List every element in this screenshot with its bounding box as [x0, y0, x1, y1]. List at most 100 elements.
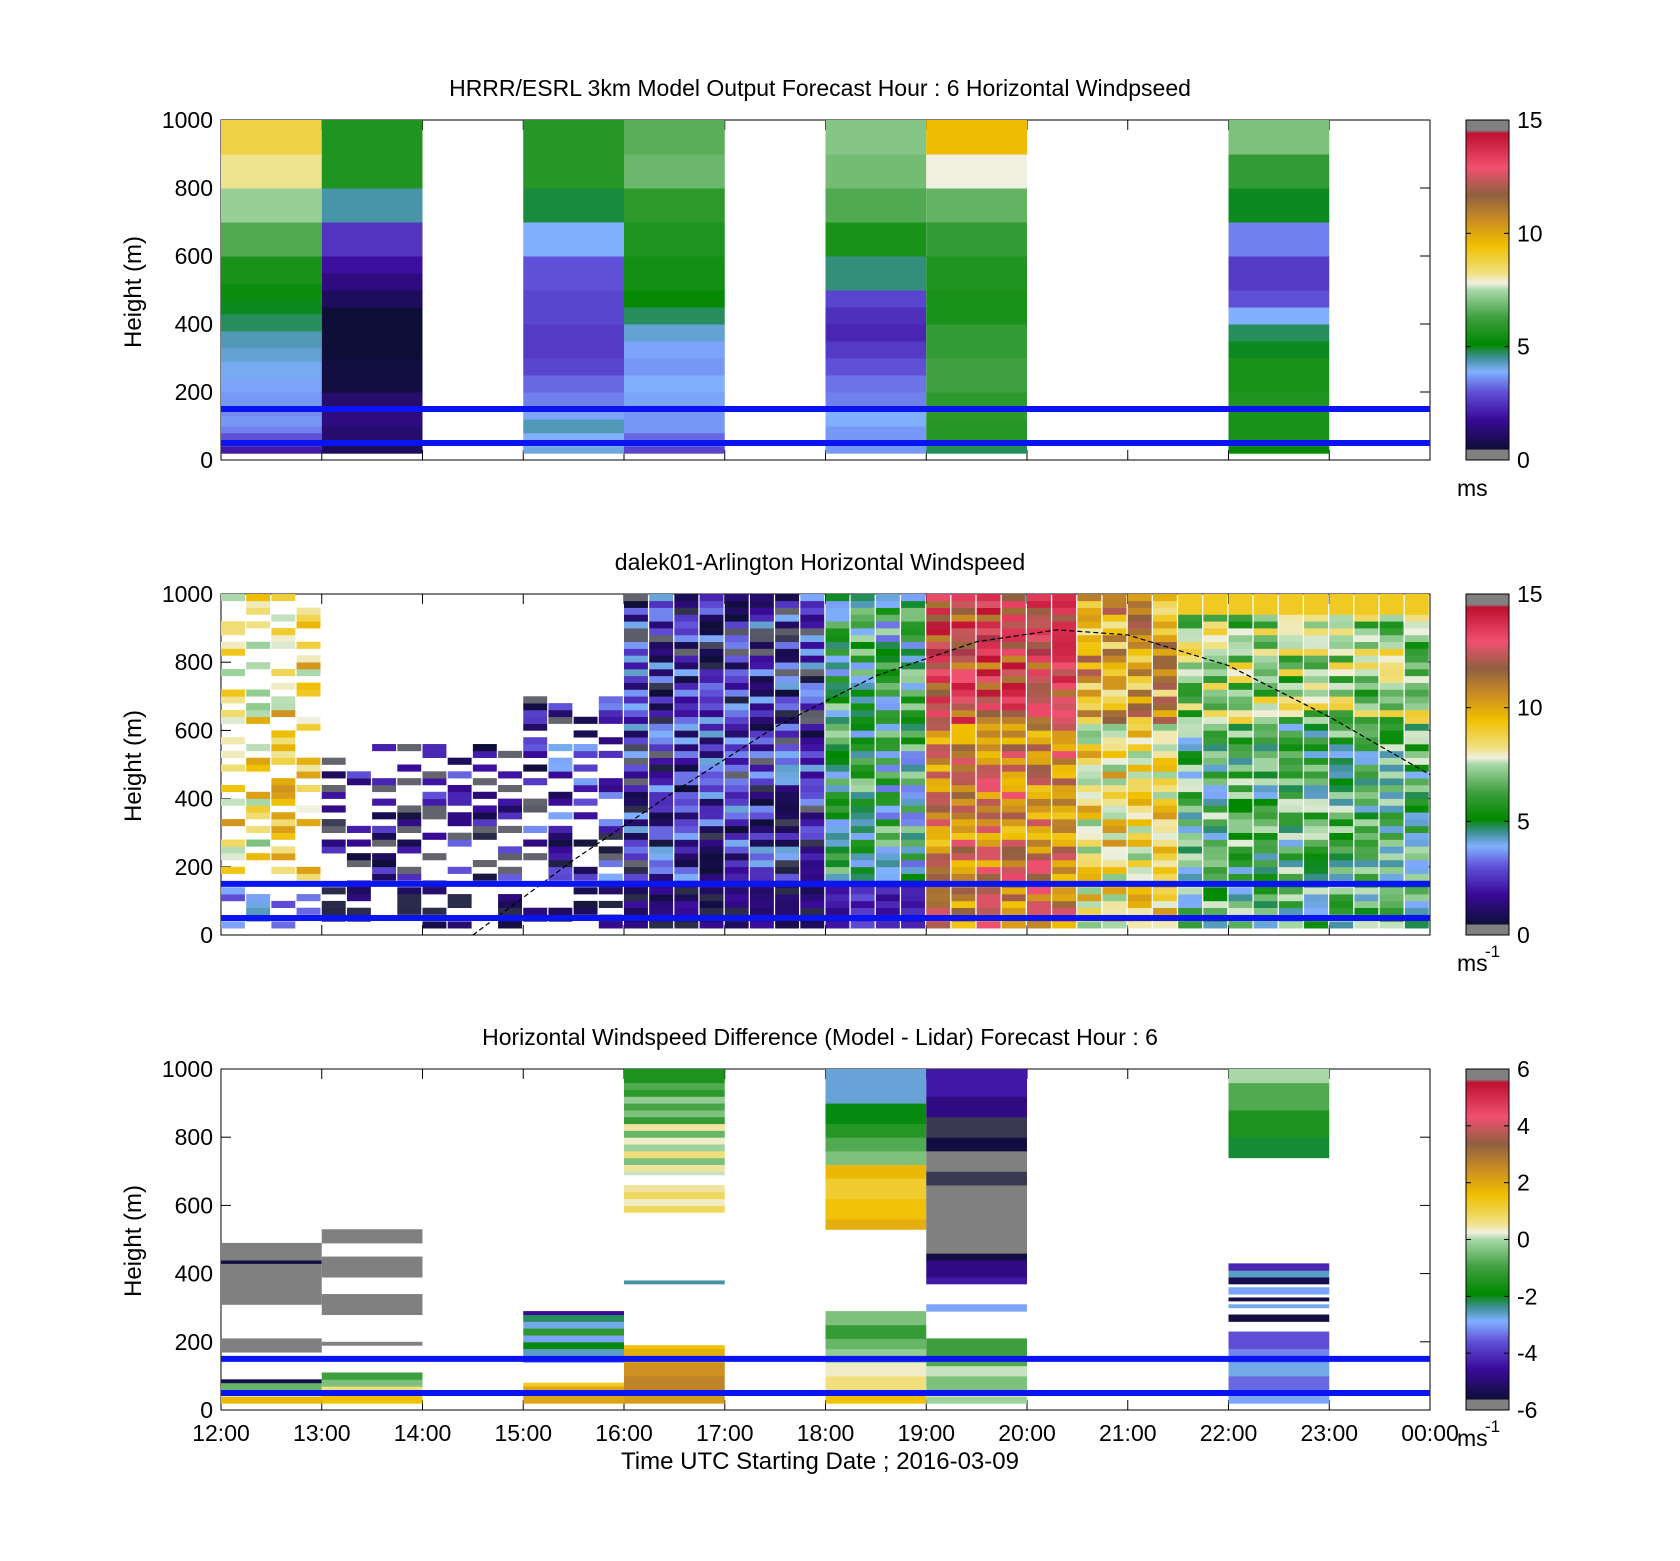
heatmap-cell: [321, 839, 346, 847]
heatmap-cell: [850, 812, 875, 820]
heatmap-cell: [850, 798, 875, 806]
y-tick-label: 400: [175, 1261, 213, 1287]
heatmap-cell: [296, 907, 321, 915]
heatmap-cell: [926, 1184, 1027, 1206]
heatmap-cell: [825, 641, 850, 649]
heatmap-cell: [1027, 621, 1051, 629]
heatmap-cell: [1178, 819, 1203, 827]
heatmap-cell: [346, 839, 371, 847]
heatmap-cell: [1001, 641, 1026, 649]
heatmap-cell: [926, 120, 1027, 155]
heatmap-cell: [296, 805, 321, 813]
heatmap-cell: [825, 703, 850, 711]
heatmap-cell: [800, 819, 825, 827]
heatmap-cell: [1077, 859, 1102, 868]
heatmap-cell: [775, 859, 800, 868]
heatmap-cell: [800, 628, 825, 636]
heatmap-cell: [1354, 798, 1379, 806]
heatmap-cell: [1354, 594, 1379, 602]
heatmap-cell: [875, 675, 900, 683]
heatmap-cell: [1304, 744, 1328, 752]
heatmap-cell: [850, 648, 875, 656]
heatmap-cell: [951, 819, 976, 827]
heatmap-cell: [926, 900, 951, 909]
heatmap-cell: [1027, 873, 1051, 881]
heatmap-cell: [951, 744, 976, 752]
heatmap-cell: [221, 313, 322, 332]
heatmap-cell: [901, 696, 925, 704]
heatmap-cell: [674, 737, 699, 745]
heatmap-cell: [523, 256, 624, 291]
heatmap-cell: [1027, 921, 1051, 929]
heatmap-cell: [1278, 737, 1303, 745]
heatmap-cell: [1304, 750, 1328, 758]
heatmap-cell: [1354, 737, 1379, 745]
heatmap-cell: [397, 744, 422, 752]
heatmap-cell: [724, 621, 749, 629]
heatmap-cell: [775, 757, 800, 765]
heatmap-cell: [1152, 621, 1177, 629]
heatmap-cell: [1152, 614, 1177, 622]
heatmap-cell: [271, 784, 296, 793]
heatmap-cell: [1127, 723, 1152, 731]
heatmap-cell: [1253, 600, 1278, 608]
heatmap-cell: [926, 222, 1027, 257]
heatmap-cell: [422, 887, 447, 895]
heatmap-cell: [1203, 621, 1228, 629]
heatmap-cell: [674, 798, 699, 806]
heatmap-cell: [1278, 819, 1303, 827]
heatmap-cell: [1027, 648, 1051, 656]
heatmap-cell: [346, 825, 371, 833]
heatmap-cell: [1152, 778, 1177, 786]
heatmap-cell: [1404, 744, 1429, 752]
heatmap-cell: [1379, 832, 1404, 840]
heatmap-cell: [1253, 669, 1278, 677]
heatmap-cell: [926, 744, 951, 752]
heatmap-cell: [850, 805, 875, 813]
heatmap-cell: [825, 375, 927, 393]
heatmap-cell: [1228, 188, 1330, 223]
heatmap-cell: [1127, 737, 1152, 745]
heatmap-cell: [724, 900, 749, 909]
heatmap-cell: [724, 634, 749, 643]
heatmap-cell: [1077, 764, 1102, 772]
heatmap-cell: [674, 900, 699, 909]
heatmap-cell: [624, 771, 648, 779]
heatmap-cell: [724, 703, 749, 711]
heatmap-cell: [749, 641, 774, 649]
heatmap-cell: [724, 614, 749, 622]
heatmap-cell: [624, 703, 648, 711]
heatmap-cell: [1354, 819, 1379, 827]
y-tick-label: 0: [200, 922, 213, 948]
heatmap-cell: [498, 771, 522, 779]
heatmap-cell: [1253, 812, 1278, 820]
heatmap-cell: [1152, 655, 1177, 663]
x-tick-label: 21:00: [1099, 1420, 1157, 1446]
heatmap-cell: [246, 607, 271, 615]
heatmap-cell: [976, 689, 1001, 697]
heatmap-cell: [1077, 750, 1102, 758]
heatmap-cell: [1379, 648, 1404, 656]
heatmap-cell: [901, 737, 925, 745]
heatmap-cell: [1052, 887, 1077, 895]
heatmap-cell: [1304, 900, 1328, 909]
heatmap-cell: [951, 607, 976, 615]
heatmap-cell: [749, 744, 774, 752]
heatmap-cell: [1253, 853, 1278, 861]
heatmap-cell: [1077, 757, 1102, 765]
heatmap-cell: [850, 887, 875, 895]
heatmap-cell: [850, 737, 875, 745]
heatmap-cell: [800, 634, 825, 643]
heatmap-cell: [825, 607, 850, 615]
heatmap-cell: [1027, 723, 1051, 731]
heatmap-cell: [1354, 859, 1379, 868]
heatmap-cell: [1253, 716, 1278, 724]
heatmap-cell: [724, 887, 749, 895]
heatmap-cell: [397, 839, 422, 847]
heatmap-cell: [1178, 641, 1203, 649]
heatmap-cell: [1152, 662, 1177, 670]
heatmap-cell: [523, 222, 624, 257]
heatmap-cell: [1304, 798, 1328, 806]
heatmap-cell: [523, 1328, 624, 1336]
heatmap-cell: [1052, 791, 1077, 799]
